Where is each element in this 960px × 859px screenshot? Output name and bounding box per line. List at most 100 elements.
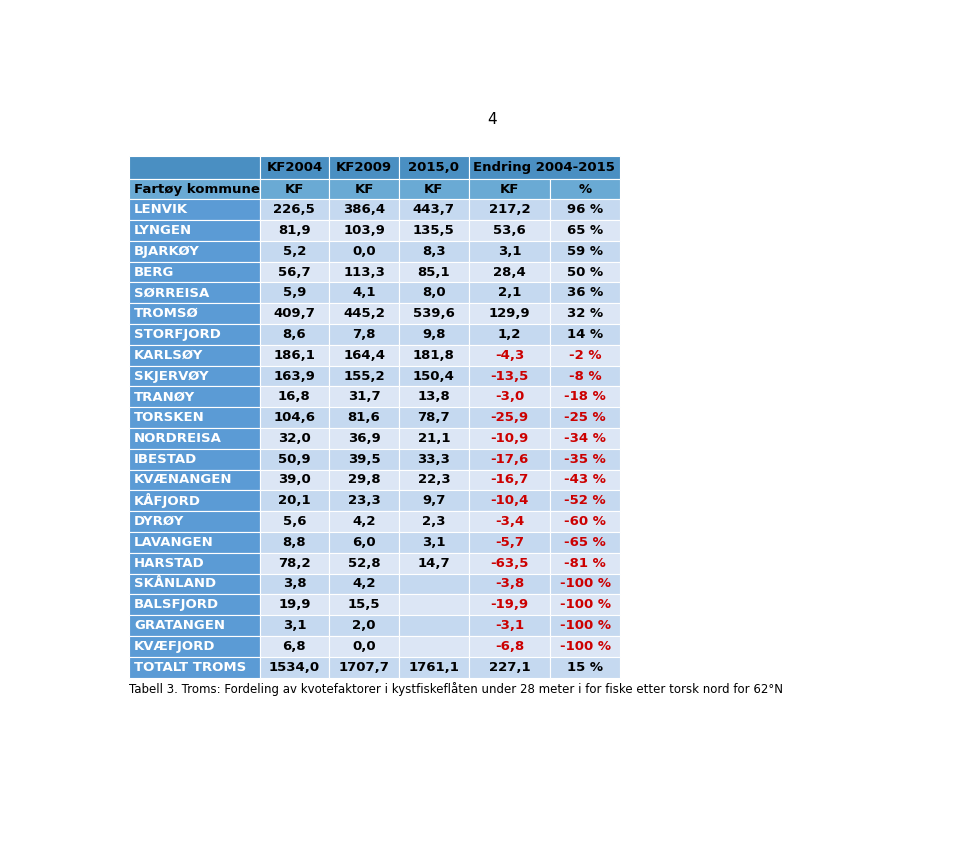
Bar bbox=[550, 470, 620, 490]
Bar bbox=[329, 180, 399, 199]
Bar bbox=[468, 448, 550, 470]
Text: 8,6: 8,6 bbox=[282, 328, 306, 341]
Bar bbox=[399, 180, 468, 199]
Text: 5,9: 5,9 bbox=[282, 286, 306, 300]
Bar bbox=[130, 303, 259, 324]
Bar bbox=[259, 615, 329, 636]
Bar bbox=[550, 283, 620, 303]
Bar bbox=[550, 366, 620, 387]
Text: 8,3: 8,3 bbox=[422, 245, 445, 258]
Bar bbox=[329, 511, 399, 532]
Bar bbox=[259, 220, 329, 241]
Text: 85,1: 85,1 bbox=[418, 265, 450, 278]
Text: -5,7: -5,7 bbox=[495, 536, 524, 549]
Text: 163,9: 163,9 bbox=[274, 369, 315, 382]
Text: -81 %: -81 % bbox=[564, 557, 606, 570]
Bar bbox=[399, 283, 468, 303]
Text: -35 %: -35 % bbox=[564, 453, 606, 466]
Text: 6,0: 6,0 bbox=[352, 536, 376, 549]
Text: 4,2: 4,2 bbox=[352, 515, 376, 528]
Bar bbox=[468, 241, 550, 262]
Bar bbox=[468, 636, 550, 657]
Text: 22,3: 22,3 bbox=[418, 473, 450, 486]
Text: 39,0: 39,0 bbox=[278, 473, 311, 486]
Bar bbox=[550, 220, 620, 241]
Bar bbox=[130, 407, 259, 428]
Text: DYRØY: DYRØY bbox=[134, 515, 184, 528]
Text: 78,7: 78,7 bbox=[418, 411, 450, 424]
Text: 29,8: 29,8 bbox=[348, 473, 380, 486]
Bar bbox=[130, 387, 259, 407]
Bar bbox=[130, 366, 259, 387]
Bar bbox=[550, 407, 620, 428]
Bar bbox=[399, 636, 468, 657]
Bar bbox=[468, 490, 550, 511]
Text: -6,8: -6,8 bbox=[494, 640, 524, 653]
Text: IBESTAD: IBESTAD bbox=[134, 453, 197, 466]
Bar bbox=[468, 657, 550, 678]
Text: 9,8: 9,8 bbox=[422, 328, 445, 341]
Text: 129,9: 129,9 bbox=[489, 308, 530, 320]
Text: BALSFJORD: BALSFJORD bbox=[134, 598, 219, 612]
Bar bbox=[130, 470, 259, 490]
Text: 5,6: 5,6 bbox=[282, 515, 306, 528]
Text: 6,8: 6,8 bbox=[282, 640, 306, 653]
Bar bbox=[399, 324, 468, 344]
Bar bbox=[550, 180, 620, 199]
Bar bbox=[399, 574, 468, 594]
Text: 16,8: 16,8 bbox=[278, 390, 311, 404]
Text: -10,9: -10,9 bbox=[491, 432, 529, 445]
Bar bbox=[399, 241, 468, 262]
Bar bbox=[329, 490, 399, 511]
Text: TRANØY: TRANØY bbox=[134, 390, 195, 404]
Bar bbox=[399, 387, 468, 407]
Bar bbox=[329, 156, 399, 180]
Text: %: % bbox=[579, 183, 591, 196]
Bar bbox=[399, 303, 468, 324]
Text: 164,4: 164,4 bbox=[343, 349, 385, 362]
Bar bbox=[259, 241, 329, 262]
Text: -3,4: -3,4 bbox=[494, 515, 524, 528]
Text: KF2009: KF2009 bbox=[336, 161, 393, 174]
Bar bbox=[550, 574, 620, 594]
Text: 31,7: 31,7 bbox=[348, 390, 380, 404]
Bar bbox=[468, 180, 550, 199]
Text: 23,3: 23,3 bbox=[348, 494, 380, 508]
Bar bbox=[468, 156, 620, 180]
Bar bbox=[329, 470, 399, 490]
Bar bbox=[550, 303, 620, 324]
Bar bbox=[550, 511, 620, 532]
Text: 5,2: 5,2 bbox=[282, 245, 306, 258]
Text: 181,8: 181,8 bbox=[413, 349, 455, 362]
Text: 53,6: 53,6 bbox=[493, 224, 526, 237]
Text: 39,5: 39,5 bbox=[348, 453, 380, 466]
Bar bbox=[468, 470, 550, 490]
Text: 3,1: 3,1 bbox=[497, 245, 521, 258]
Bar bbox=[399, 428, 468, 448]
Bar bbox=[259, 657, 329, 678]
Text: 14,7: 14,7 bbox=[418, 557, 450, 570]
Bar bbox=[468, 428, 550, 448]
Text: -43 %: -43 % bbox=[564, 473, 606, 486]
Text: -100 %: -100 % bbox=[560, 619, 611, 632]
Bar bbox=[130, 180, 259, 199]
Bar bbox=[550, 199, 620, 220]
Bar bbox=[259, 532, 329, 552]
Text: Endring 2004-2015: Endring 2004-2015 bbox=[473, 161, 615, 174]
Bar bbox=[329, 594, 399, 615]
Text: 65 %: 65 % bbox=[567, 224, 603, 237]
Bar bbox=[468, 283, 550, 303]
Text: 0,0: 0,0 bbox=[352, 245, 376, 258]
Text: KF: KF bbox=[354, 183, 373, 196]
Bar bbox=[468, 324, 550, 344]
Text: 2,1: 2,1 bbox=[497, 286, 521, 300]
Bar bbox=[329, 574, 399, 594]
Bar bbox=[329, 615, 399, 636]
Text: 32,0: 32,0 bbox=[278, 432, 311, 445]
Text: KVÆNANGEN: KVÆNANGEN bbox=[134, 473, 232, 486]
Text: -16,7: -16,7 bbox=[491, 473, 529, 486]
Bar bbox=[468, 407, 550, 428]
Bar bbox=[329, 324, 399, 344]
Text: KF2004: KF2004 bbox=[266, 161, 323, 174]
Bar bbox=[329, 657, 399, 678]
